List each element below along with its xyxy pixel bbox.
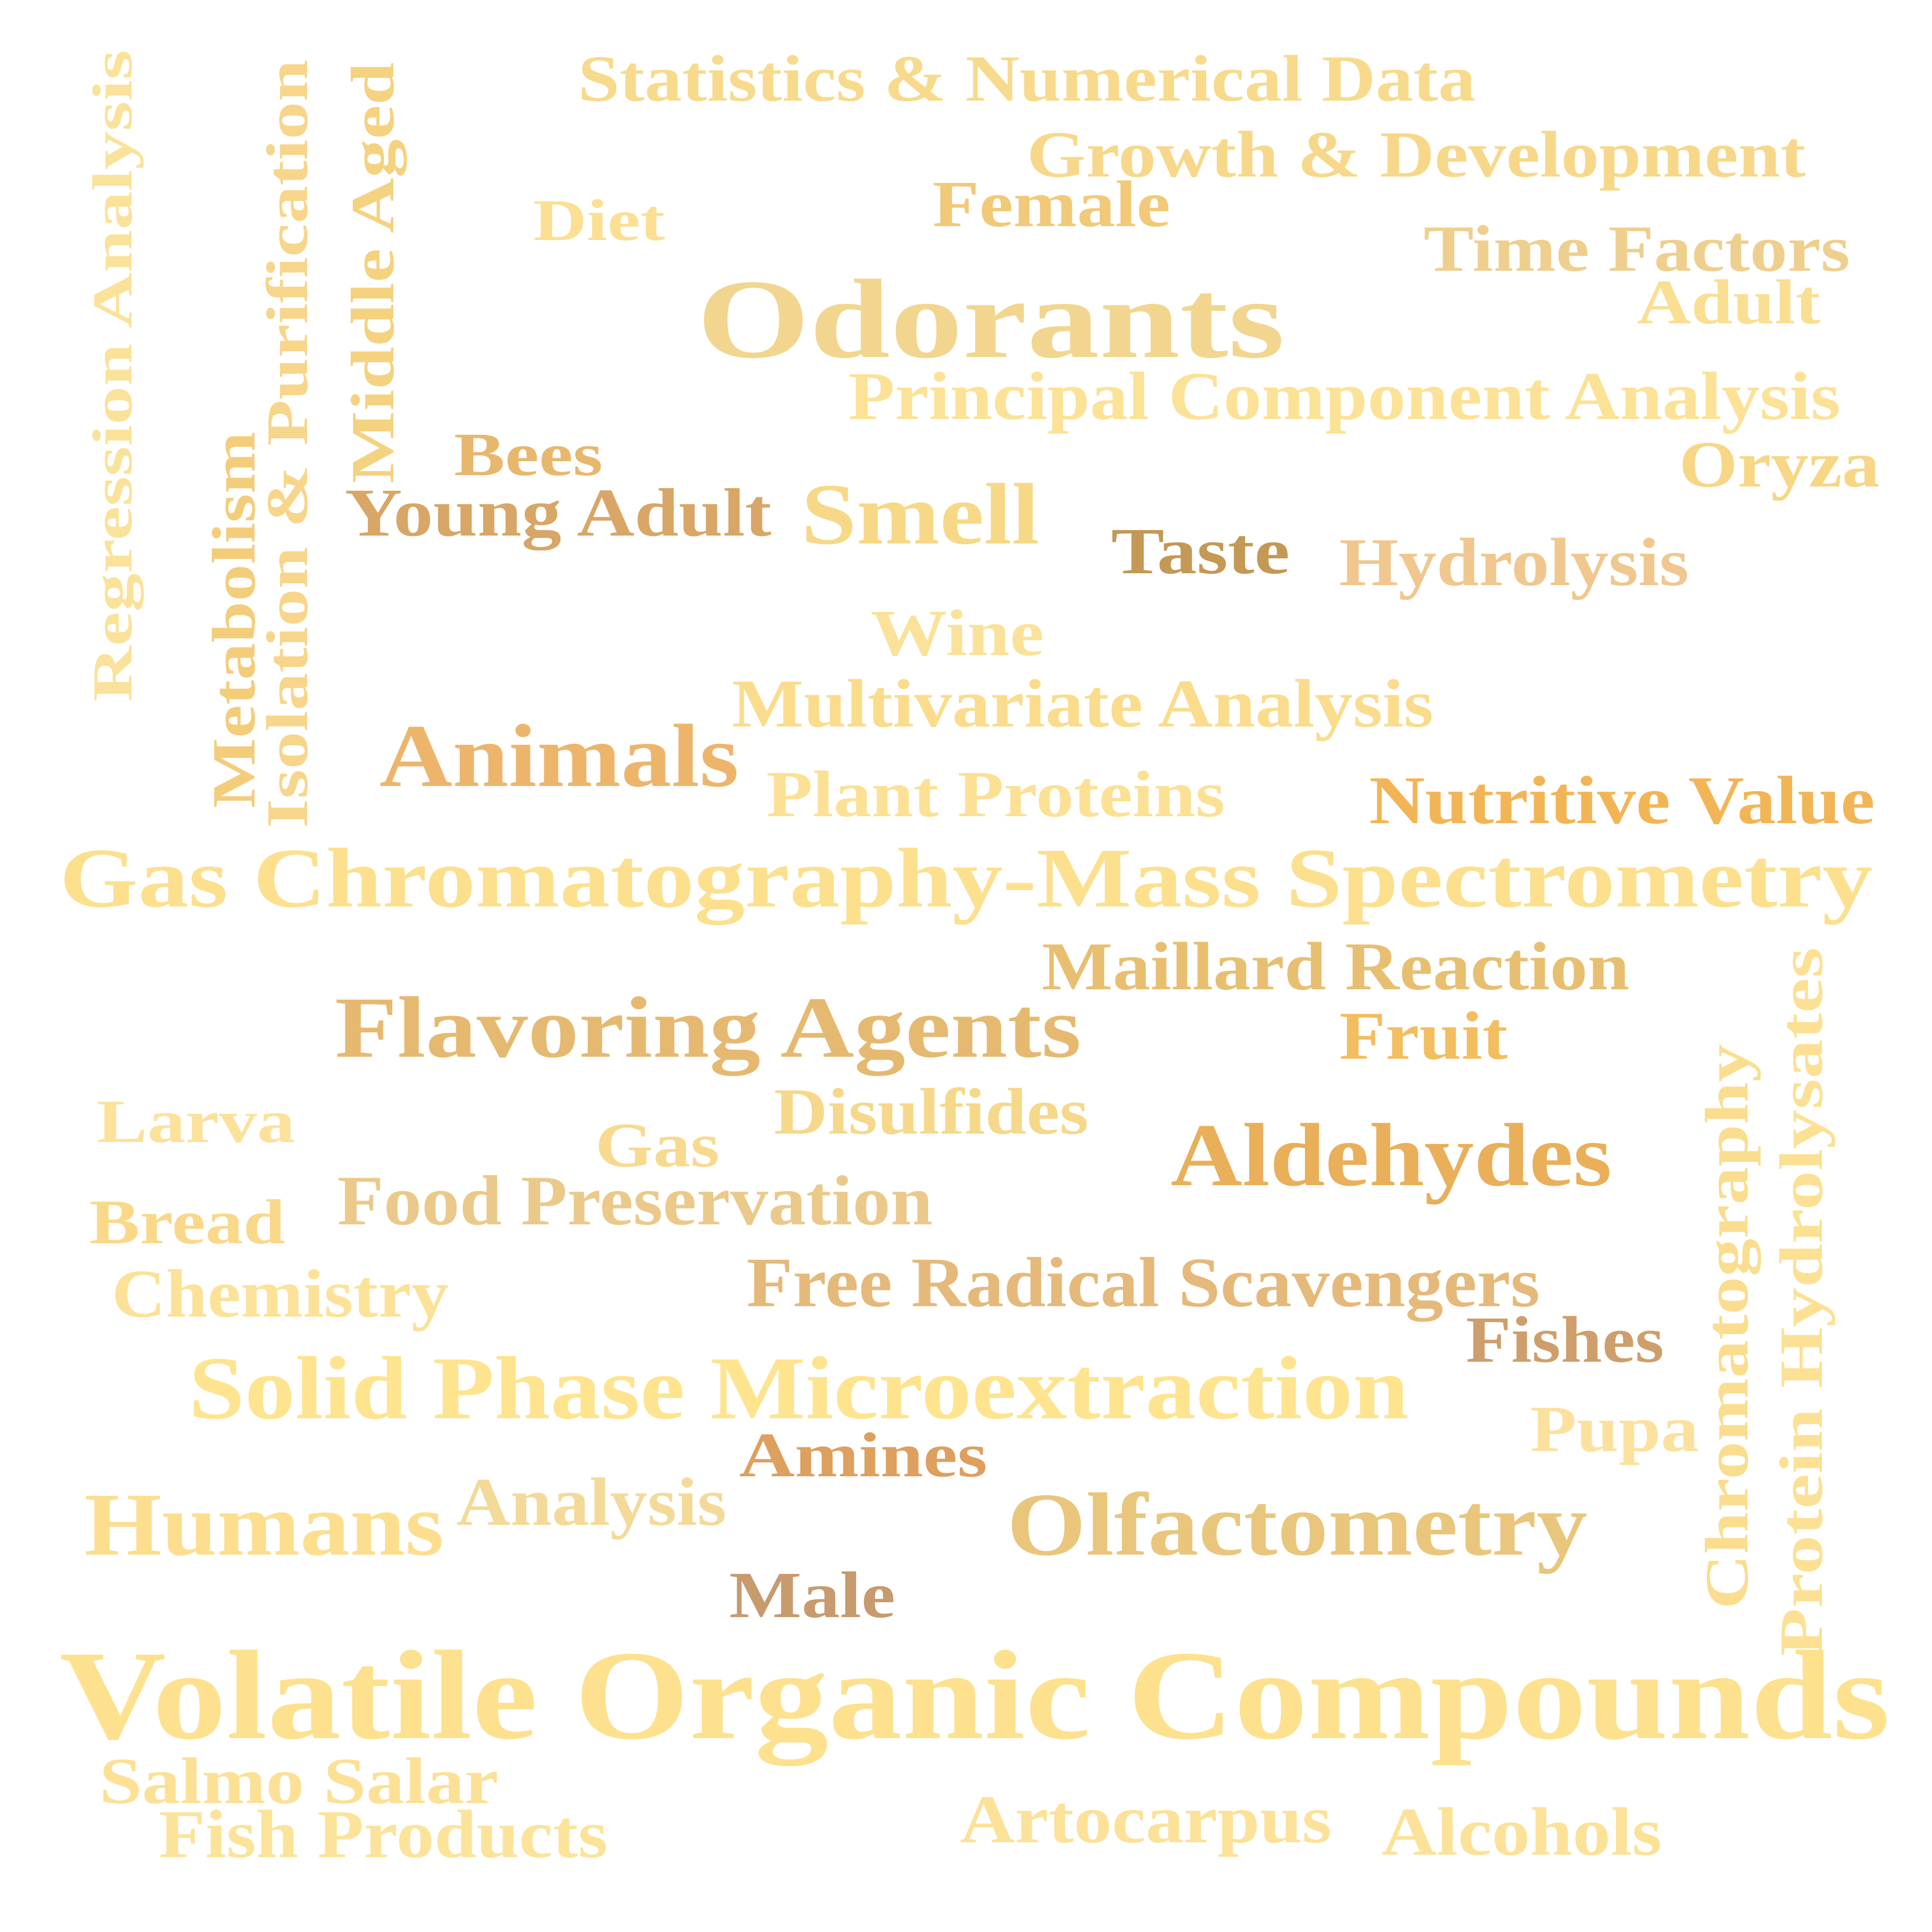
word-fishes: Fishes (1466, 1303, 1664, 1376)
word-olfactometry: Olfactometry (1007, 1475, 1588, 1574)
word-odorants: Odorants (697, 257, 1285, 382)
word-smell: Smell (801, 466, 1040, 563)
word-hydrolysis: Hydrolysis (1339, 524, 1689, 600)
word-young-adult: Young Adult (345, 475, 772, 550)
word-alcohols: Alcohols (1381, 1794, 1662, 1870)
word-female: Female (933, 167, 1171, 241)
word-analysis: Analysis (456, 1464, 727, 1540)
word-middle-aged: Middle Aged (339, 62, 407, 483)
word-adult: Adult (1637, 267, 1820, 337)
word-flavoring-agents: Flavoring Agents (335, 979, 1081, 1076)
word-salmo-salar: Salmo Salar (99, 1744, 499, 1817)
word-humans: Humans (84, 1475, 444, 1574)
word-disulfides: Disulfides (774, 1075, 1089, 1148)
word-aldehydes: Aldehydes (1171, 1106, 1612, 1205)
word-fish-products: Fish Products (159, 1796, 608, 1872)
word-amines: Amines (739, 1420, 988, 1490)
word-fruit: Fruit (1339, 998, 1508, 1074)
word-oryza: Oryza (1679, 427, 1880, 501)
word-pupa: Pupa (1530, 1392, 1699, 1465)
word-solid-phase-microextraction: Solid Phase Microextraction (188, 1339, 1409, 1438)
word-artocarpus: Artocarpus (960, 1781, 1332, 1857)
word-growth-development: Growth & Development (1027, 118, 1806, 191)
word-chemistry: Chemistry (112, 1256, 449, 1331)
word-wine: Wine (871, 596, 1044, 669)
word-free-radical-scavengers: Free Radical Scavengers (747, 1243, 1540, 1322)
word-male: Male (729, 1558, 896, 1631)
word-time-factors: Time Factors (1424, 212, 1850, 285)
word-animals: Animals (379, 707, 739, 806)
word-maillard-reaction: Maillard Reaction (1042, 928, 1630, 1004)
word-gas: Gas (595, 1110, 720, 1180)
word-protein-hydrolysates: Protein Hydrolysates (1767, 947, 1835, 1656)
word-volatile-organic-compounds: Volatile Organic Compounds (60, 1625, 1890, 1766)
word-multivariate-analysis: Multivariate Analysis (732, 665, 1433, 741)
word-diet: Diet (533, 187, 665, 253)
word-regression-analysis: Regression Analysis (81, 50, 144, 702)
word-food-preservation: Food Preservation (337, 1161, 933, 1240)
word-principal-component-analysis: Principal Component Analysis (848, 358, 1841, 434)
word-plant-proteins: Plant Proteins (766, 757, 1225, 831)
word-bees: Bees (454, 421, 603, 488)
word-larva: Larva (97, 1087, 295, 1155)
word-gas-chromatography-mass-spectrometry: Gas Chromatography-Mass Spectrometry (60, 831, 1873, 925)
word-chromatography: Chromatography (1693, 1044, 1761, 1609)
word-taste: Taste (1111, 514, 1290, 588)
word-nutritive-value: Nutritive Value (1369, 762, 1875, 838)
word-bread: Bread (89, 1187, 285, 1257)
word-statistics-numerical-data: Statistics & Numerical Data (578, 42, 1476, 115)
word-metabolism: Metabolism (200, 431, 268, 808)
